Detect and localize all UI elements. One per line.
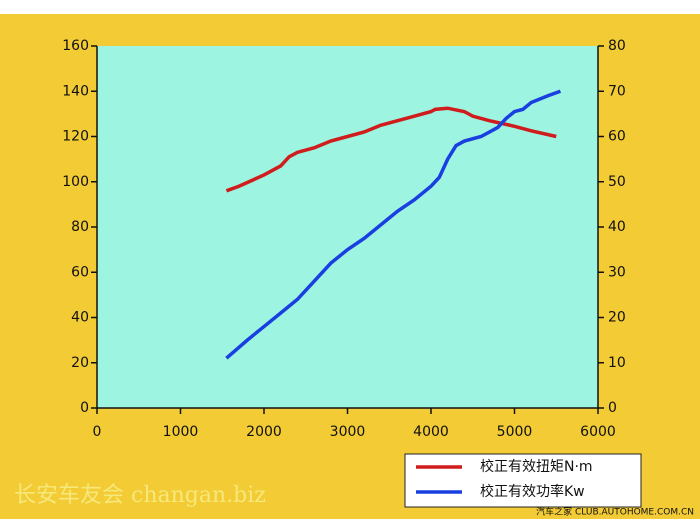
top-strip (0, 0, 700, 14)
x-tick-label: 6000 (580, 424, 616, 440)
y-tick-label: 120 (62, 129, 89, 145)
legend-label: 校正有效扭矩N·m (480, 458, 593, 475)
y2-tick-label: 70 (608, 83, 626, 99)
y2-tick-label: 30 (608, 264, 626, 280)
y2-tick-label: 0 (608, 400, 617, 416)
y-tick-label: 100 (62, 174, 89, 190)
y2-tick-label: 20 (608, 310, 626, 326)
y-tick-label: 160 (62, 38, 89, 54)
y2-tick-label: 50 (608, 174, 626, 190)
y-tick-label: 60 (71, 264, 89, 280)
x-tick-label: 1000 (163, 424, 199, 440)
y-tick-label: 20 (71, 355, 89, 371)
legend-box (404, 453, 642, 508)
x-tick-label: 2000 (246, 424, 282, 440)
watermark: 长安车友会 changan.biz (14, 483, 266, 508)
series-line (225, 106, 557, 193)
watermark: 汽车之家 CLUB.AUTOHOME.COM.CN (536, 506, 694, 518)
y2-tick-label: 80 (608, 38, 626, 54)
plot-area (97, 46, 598, 408)
legend-label: 校正有效功率Kw (480, 483, 585, 500)
x-tick-label: 3000 (330, 424, 366, 440)
x-tick-label: 5000 (497, 424, 533, 440)
y-tick-label: 40 (71, 310, 89, 326)
x-tick-label: 0 (93, 424, 102, 440)
y2-tick-label: 40 (608, 219, 626, 235)
y-tick-label: 80 (71, 219, 89, 235)
y-tick-label: 0 (80, 400, 89, 416)
x-tick-label: 4000 (413, 424, 449, 440)
y-tick-label: 140 (62, 83, 89, 99)
series-line (225, 89, 562, 360)
y2-tick-label: 60 (608, 129, 626, 145)
y2-tick-label: 10 (608, 355, 626, 371)
